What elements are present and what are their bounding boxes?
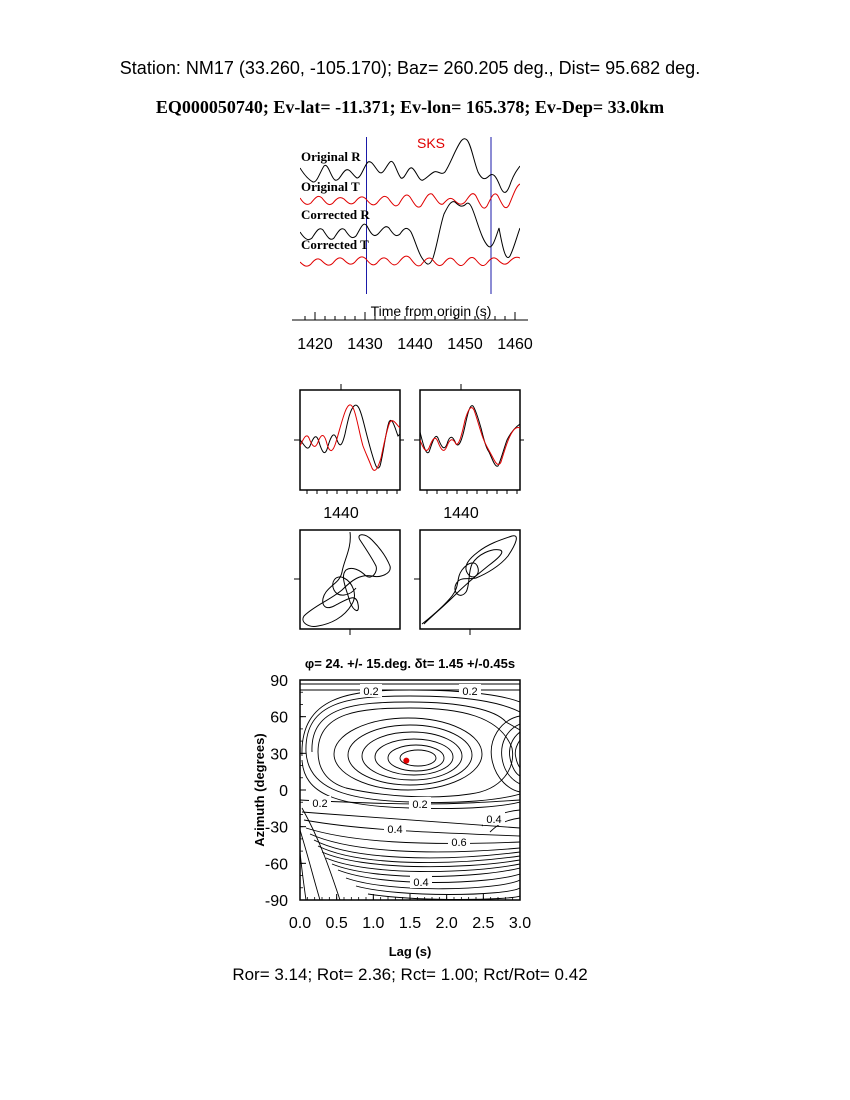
azimuth-tick-label: -60 [265,856,288,873]
trace-label-corrected-r: Corrected R [301,207,370,222]
event-header: EQ000050740; Ev-lat= -11.371; Ev-lon= 16… [155,97,665,117]
contour-label: 0.2 [312,798,327,810]
lag-tick-label: 0.0 [289,915,311,932]
contour-right-edge [509,731,520,777]
contour-lines [300,683,520,900]
waveform-left-red [300,404,400,471]
error-surface-axes: 0.0 0.5 1.0 1.5 2.0 2.5 3.0 90 60 30 0 -30 -60 -90 [265,673,531,932]
contour-label-bg [360,684,382,697]
waveform-tick-label-left: 1440 [323,505,359,522]
time-tick-label: 1450 [447,336,483,353]
contour-upper [317,707,514,798]
contour-lower [337,869,520,883]
trace-original-t [300,183,520,209]
contour-lower [345,877,520,890]
lag-tick-label: 1.0 [362,915,384,932]
contour-lower [305,827,520,844]
time-axis-ticks: 1420 1430 1440 1450 1460 [297,312,533,353]
azimuth-tick-label: -90 [265,893,288,910]
contour-label-bg [459,684,481,697]
contour-label: 0.4 [413,877,428,889]
contour-label-bg [448,835,470,848]
time-axis-label: Time from origin (s) [371,303,492,319]
best-fit-marker [403,757,410,764]
particle-motion-panel [294,529,521,635]
waveform-axis-ticks [294,384,524,494]
contour-label: 0.6 [451,837,466,849]
contour-upper [374,738,454,776]
contour-upper [399,749,437,767]
contour-upper [361,731,463,781]
time-tick-label: 1460 [497,336,533,353]
contour-lower [300,851,307,900]
contour-lower [300,829,321,900]
contour-lower [355,885,520,895]
error-surface-ylabel: Azimuth (degrees) [252,733,267,846]
contour-labels: 0.2 0.2 0.2 0.2 0.4 0.4 0.6 0.4 [309,684,505,889]
error-surface-panel: φ= 24. +/- 15.deg. δt= 1.45 +/-0.45s [252,656,531,959]
azimuth-tick-label: 60 [270,710,288,727]
contour-right-edge [501,723,520,785]
contour-right-edge [514,739,520,769]
time-tick-label: 1430 [347,336,383,353]
azimuth-tick-label: 30 [270,746,288,763]
waveform-right-black [420,405,520,467]
contour-lower [331,863,520,877]
trace-corrected-t [300,255,520,267]
lag-tick-label: 0.5 [326,915,348,932]
error-surface-xlabel: Lag (s) [389,944,432,959]
contour-label: 0.2 [412,799,427,811]
trace-label-original-t: Original T [301,179,360,194]
contour-label: 0.2 [363,686,378,698]
lag-tick-label: 3.0 [509,915,531,932]
station-header: Station: NM17 (33.260, -105.170); Baz= 2… [119,58,701,78]
waveform-comparison-panel: 1440 1440 [294,384,524,522]
contour-lower [309,833,520,853]
phase-label-sks: SKS [417,135,445,151]
particle-motion-left [302,531,391,627]
particle-motion-right [421,535,517,625]
trace-label-corrected-t: Corrected T [301,237,369,252]
trace-label-original-r: Original R [301,149,361,164]
time-tick-label: 1420 [297,336,333,353]
lag-tick-label: 2.5 [472,915,494,932]
contour-label-bg [483,812,505,825]
waveform-left-black [300,404,400,469]
contour-lower [325,857,520,873]
lag-tick-label: 1.5 [399,915,421,932]
contour-label: 0.4 [387,824,402,836]
lag-tick-label: 2.0 [436,915,458,932]
waveform-box-right [419,389,521,491]
contour-upper [387,744,445,772]
waveform-tick-label-right: 1440 [443,505,479,522]
contour-lower [317,845,520,864]
contour-lower [313,839,520,859]
seismogram-panel: SKS Original R Original T Corrected R Co… [292,135,533,353]
contour-label: 0.2 [462,686,477,698]
waveform-right-red [420,407,520,465]
azimuth-tick-label: -30 [265,820,288,837]
contour-right-edge [490,715,520,793]
contour-lower [301,807,341,900]
contour-upper [333,717,483,791]
contour-lower [321,851,520,868]
contour-label: 0.4 [486,814,501,826]
contour-upper [305,695,520,803]
contour-label-bg [384,822,406,835]
azimuth-tick-label: 90 [270,673,288,690]
trace-original-r [300,138,520,193]
contour-label-bg [410,875,432,888]
trace-corrected-r [300,201,520,265]
particle-axis-ticks [294,578,471,635]
splitting-ratios: Ror= 3.14; Rot= 2.36; Rct= 1.00; Rct/Rot… [232,965,588,984]
contour-upper [347,724,473,786]
azimuth-tick-label: 0 [279,783,288,800]
contour-label-bg [309,796,331,809]
error-surface-title: φ= 24. +/- 15.deg. δt= 1.45 +/-0.45s [305,656,515,671]
time-tick-label: 1440 [397,336,433,353]
contour-label-bg [409,797,431,810]
